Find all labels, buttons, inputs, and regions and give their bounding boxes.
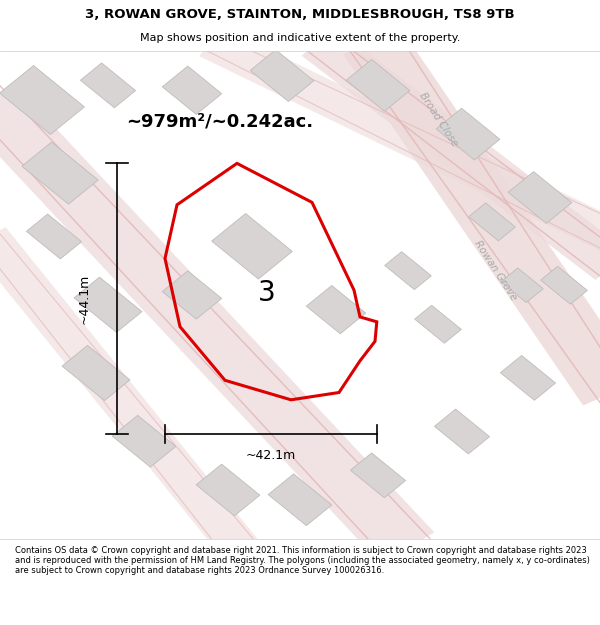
Polygon shape: [196, 464, 260, 516]
Polygon shape: [541, 266, 587, 304]
Text: ~979m²/~0.242ac.: ~979m²/~0.242ac.: [126, 113, 313, 131]
Text: Map shows position and indicative extent of the property.: Map shows position and indicative extent…: [140, 33, 460, 44]
Polygon shape: [500, 356, 556, 400]
Text: 3, ROWAN GROVE, STAINTON, MIDDLESBROUGH, TS8 9TB: 3, ROWAN GROVE, STAINTON, MIDDLESBROUGH,…: [85, 8, 515, 21]
Polygon shape: [163, 271, 221, 319]
Polygon shape: [212, 214, 292, 279]
Polygon shape: [22, 142, 98, 204]
Polygon shape: [434, 409, 490, 454]
Polygon shape: [385, 252, 431, 289]
Polygon shape: [163, 66, 221, 114]
Text: Rowan Grove: Rowan Grove: [472, 239, 518, 302]
Text: Broad Close: Broad Close: [417, 91, 459, 148]
Polygon shape: [0, 66, 85, 134]
Polygon shape: [0, 227, 257, 558]
Polygon shape: [307, 286, 365, 334]
Polygon shape: [74, 277, 142, 332]
Polygon shape: [0, 84, 434, 565]
Text: ~42.1m: ~42.1m: [246, 449, 296, 462]
Polygon shape: [346, 59, 410, 111]
Polygon shape: [343, 29, 600, 406]
Polygon shape: [80, 63, 136, 108]
Polygon shape: [112, 416, 176, 467]
Polygon shape: [26, 214, 82, 259]
Polygon shape: [350, 453, 406, 498]
Polygon shape: [436, 108, 500, 160]
Polygon shape: [415, 305, 461, 343]
Polygon shape: [501, 268, 543, 302]
Polygon shape: [199, 27, 600, 251]
Text: ~44.1m: ~44.1m: [77, 274, 91, 324]
Polygon shape: [469, 203, 515, 241]
Polygon shape: [508, 172, 572, 223]
Polygon shape: [302, 28, 600, 280]
Text: Contains OS data © Crown copyright and database right 2021. This information is : Contains OS data © Crown copyright and d…: [15, 546, 590, 576]
Text: 3: 3: [258, 279, 276, 306]
Polygon shape: [250, 50, 314, 101]
Polygon shape: [62, 346, 130, 401]
Polygon shape: [268, 474, 332, 526]
